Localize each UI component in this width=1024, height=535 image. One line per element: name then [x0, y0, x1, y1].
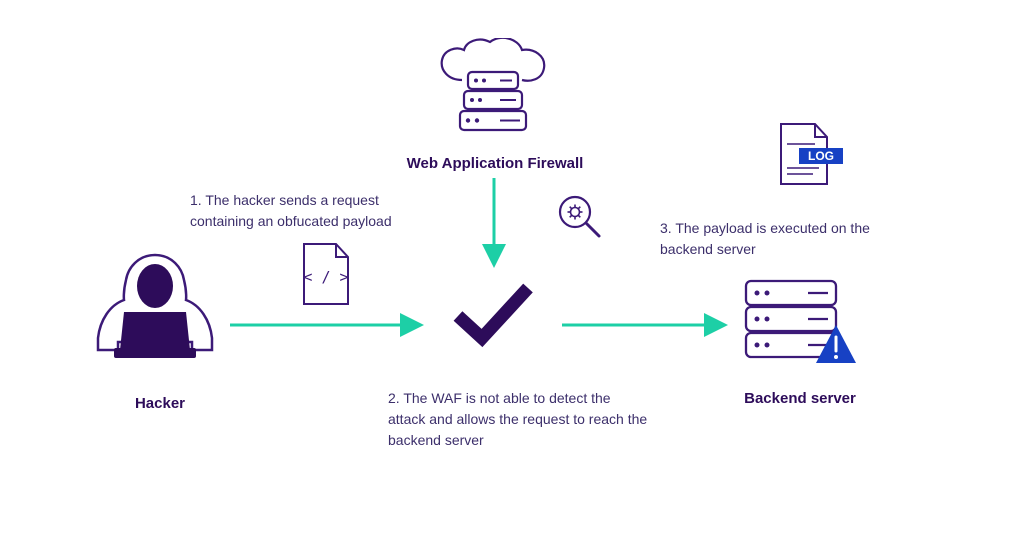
server-rack-warning-icon [740, 275, 860, 370]
magnifying-glass-gear-icon [555, 192, 605, 242]
backend-label: Backend server [740, 390, 860, 407]
waf-label: Web Application Firewall [405, 155, 585, 172]
svg-text:< / >: < / > [303, 268, 348, 286]
step-1-text: 1. The hacker sends a request containing… [190, 190, 405, 232]
file-code-icon: < / > [300, 242, 352, 307]
hacker-label: Hacker [120, 395, 200, 412]
checkmark-icon [450, 280, 535, 350]
cloud-server-icon [430, 38, 555, 143]
log-badge-text: LOG [808, 149, 834, 163]
step-2-text: 2. The WAF is not able to detect the att… [388, 388, 648, 451]
file-log-icon: LOG [775, 120, 845, 190]
step-3-text: 3. The payload is executed on the backen… [660, 218, 890, 260]
hacker-icon [90, 250, 220, 365]
